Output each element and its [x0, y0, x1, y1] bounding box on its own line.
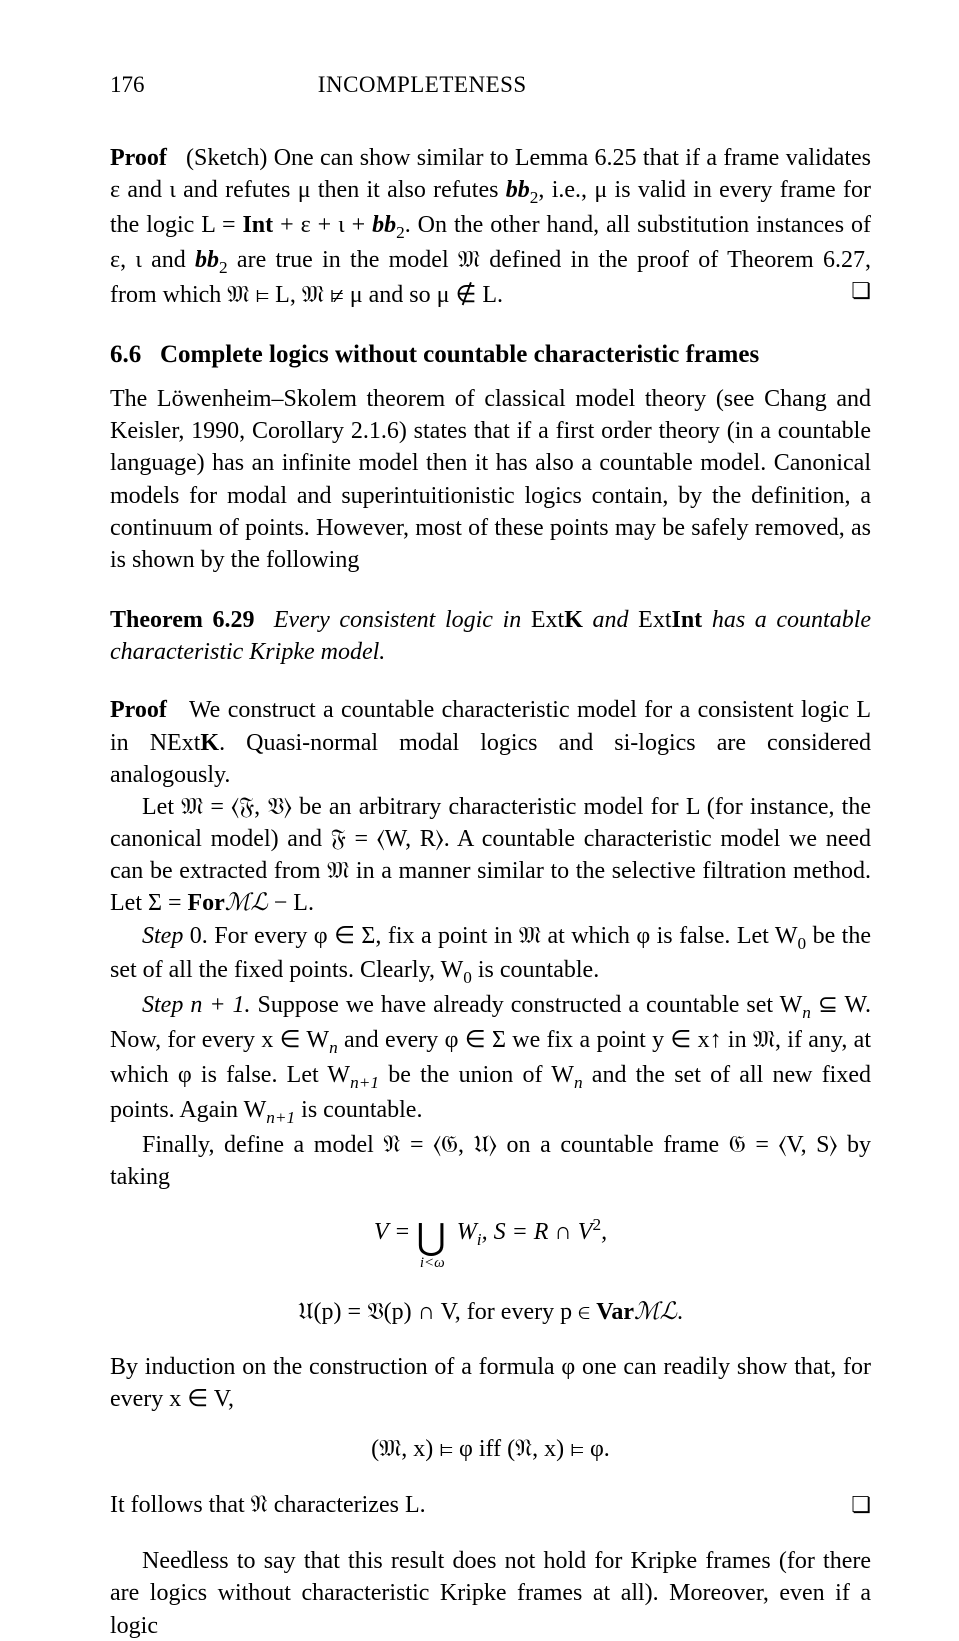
symbol-extint: ExtInt	[638, 607, 702, 633]
eq-text: , S = R ∩ V	[482, 1219, 593, 1245]
proof-end-row: It follows that 𝔑 characterizes L. ❏	[110, 1489, 871, 1521]
theorem-text: Theorem 6.29 Every consistent logic in E…	[110, 604, 871, 668]
symbol-bb2: bb	[195, 247, 219, 273]
eq-text: 𝔘(p) = 𝔙(p) ∩ V, for every p ∈	[298, 1299, 596, 1325]
eq-text: ,	[601, 1219, 607, 1245]
subscript: 2	[396, 223, 405, 242]
symbol-for: For	[187, 890, 224, 916]
proof2-p1: Proof We construct a countable character…	[110, 694, 871, 790]
subscript: 0	[463, 968, 472, 987]
section-heading: 6.6 Complete logics without countable ch…	[110, 341, 871, 369]
closing-paragraph: Needless to say that this result does no…	[110, 1545, 871, 1641]
proof-label: Proof	[110, 145, 167, 171]
proof-sketch: Proof (Sketch) One can show similar to L…	[110, 142, 871, 305]
equation-1: V = ⋃i<ω Wi, S = R ∩ V2,	[110, 1212, 871, 1274]
text: + ε + ι +	[273, 212, 372, 238]
qed-icon: ❏	[843, 1493, 871, 1519]
text: . Quasi-normal modal logics and si-logic…	[110, 730, 871, 788]
text: and	[593, 607, 639, 633]
theorem-label: Theorem 6.29	[110, 607, 255, 633]
step-num: n + 1.	[183, 992, 257, 1018]
text: is countable.	[472, 957, 599, 983]
proof2-induction: By induction on the construction of a fo…	[110, 1351, 871, 1415]
theorem-block: Theorem 6.29 Every consistent logic in E…	[110, 604, 871, 668]
superscript: 2	[592, 1215, 601, 1234]
proof2-final-line: Finally, define a model 𝔑 = ⟨𝔊, 𝔘⟩ on a …	[110, 1129, 871, 1193]
equation-2: 𝔘(p) = 𝔙(p) ∩ V, for every p ∈ Varℳℒ.	[110, 1296, 871, 1330]
symbol-bb2: bb	[372, 212, 396, 238]
symbol-var: Var	[596, 1299, 634, 1325]
proof2-p2: Let 𝔐 = ⟨𝔉, 𝔙⟩ be an arbitrary character…	[110, 791, 871, 920]
subscript: 0	[797, 933, 806, 952]
step-label: Step	[142, 992, 183, 1018]
intro-paragraph: The Löwenheim–Skolem theorem of classica…	[110, 383, 871, 576]
text: be the union of W	[379, 1062, 574, 1088]
equation-3: (𝔐, x) ⊨ φ iff (𝔑, x) ⊨ φ.	[110, 1433, 871, 1467]
subscript: n+1	[266, 1108, 295, 1127]
subscript: n+1	[350, 1073, 379, 1092]
running-title: INCOMPLETENESS	[318, 72, 697, 98]
section-title: Complete logics without countable charac…	[160, 341, 759, 368]
step-n1: Step n + 1. Suppose we have already cons…	[110, 989, 871, 1129]
qed-icon: ❏	[843, 279, 871, 305]
symbol-ml: ℳℒ	[634, 1299, 677, 1325]
text: is countable.	[295, 1097, 422, 1123]
eq-text: W	[451, 1219, 477, 1245]
page: 176 INCOMPLETENESS Proof (Sketch) One ca…	[0, 0, 959, 1500]
text: − L.	[268, 890, 314, 916]
symbol-k: K	[200, 730, 219, 756]
proof2-conclusion: It follows that 𝔑 characterizes L.	[110, 1489, 426, 1521]
eq-text: (𝔐, x) ⊨ φ iff (𝔑, x) ⊨ φ.	[371, 1436, 610, 1462]
text: Suppose we have already constructed a co…	[258, 992, 803, 1018]
symbol-ml: ℳℒ	[225, 890, 268, 916]
step-num: 0.	[183, 923, 214, 949]
subscript: 2	[219, 258, 228, 277]
subscript: n	[574, 1073, 583, 1092]
section-number: 6.6	[110, 341, 141, 368]
eq-text: .	[677, 1299, 683, 1325]
symbol-extk: ExtExtKK	[531, 607, 583, 633]
text: Every consistent logic in	[274, 607, 531, 633]
union-sub: i<ω	[420, 1253, 445, 1274]
page-number: 176	[110, 72, 145, 98]
subscript: n	[802, 1003, 811, 1022]
text: For every φ ∈ Σ, fix a point in 𝔐 at whi…	[214, 923, 797, 949]
step-0: Step 0. For every φ ∈ Σ, fix a point in …	[110, 920, 871, 990]
subscript: n	[329, 1038, 338, 1057]
symbol-int: Int	[242, 212, 273, 238]
eq-text: V =	[374, 1219, 416, 1245]
step-label: Step	[142, 923, 183, 949]
page-header: 176 INCOMPLETENESS	[110, 72, 871, 98]
symbol-bb2: bb	[506, 177, 530, 203]
proof-label: Proof	[110, 697, 167, 723]
